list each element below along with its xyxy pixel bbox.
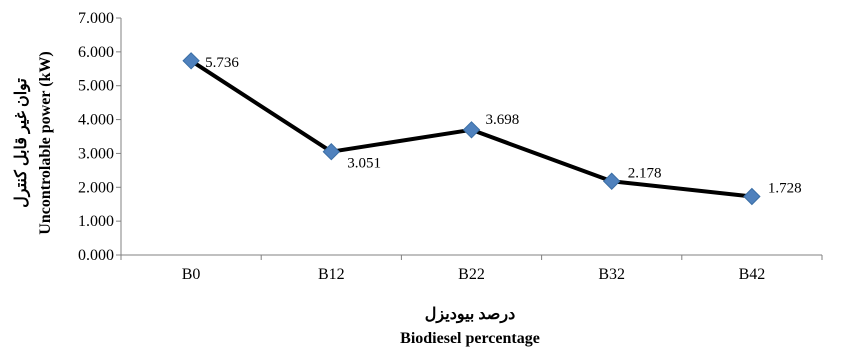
data-label: 5.736 <box>205 55 239 71</box>
y-tick-label: 4.000 <box>78 112 114 129</box>
y-tick-label: 2.000 <box>78 179 114 196</box>
y-tick-label: 6.000 <box>78 44 114 61</box>
x-tick-label: B22 <box>458 266 485 283</box>
data-label: 3.051 <box>347 156 381 172</box>
x-tick-label: B12 <box>318 266 345 283</box>
y-axis-title-fa: توان غیر قابل کنترل <box>13 78 31 208</box>
data-point-marker <box>182 52 200 70</box>
y-axis-title-en: Uncontrolable power (kW) <box>37 51 54 234</box>
y-tick-label: 5.000 <box>78 78 114 95</box>
y-tick-label: 0.000 <box>78 247 114 264</box>
x-tick-label: B0 <box>182 266 201 283</box>
y-tick-label: 7.000 <box>78 10 114 27</box>
data-point-marker <box>743 187 761 206</box>
data-label: 3.698 <box>486 112 520 128</box>
x-axis-ticks: B0 B12 B22 B32 B42 <box>120 255 823 283</box>
x-axis-title-fa: درصد بیودیزل <box>425 306 515 324</box>
data-point-marker <box>322 142 341 161</box>
data-label: 2.178 <box>628 165 662 181</box>
y-tick-label: 1.000 <box>78 213 114 230</box>
data-point-marker <box>462 121 481 139</box>
x-tick-label: B42 <box>739 266 766 283</box>
data-point-marker <box>602 172 621 190</box>
data-labels: 5.736 3.051 3.698 2.178 1.728 <box>205 55 802 197</box>
y-tick-label: 3.000 <box>78 145 114 162</box>
x-axis-title-en: Biodiesel percentage <box>400 330 540 347</box>
y-axis-ticks: 0.000 1.000 2.000 3.000 4.000 5.000 6.000 7.000 <box>78 10 121 264</box>
data-label: 1.728 <box>768 180 802 196</box>
x-tick-label: B32 <box>598 266 625 283</box>
series-markers <box>182 52 761 206</box>
